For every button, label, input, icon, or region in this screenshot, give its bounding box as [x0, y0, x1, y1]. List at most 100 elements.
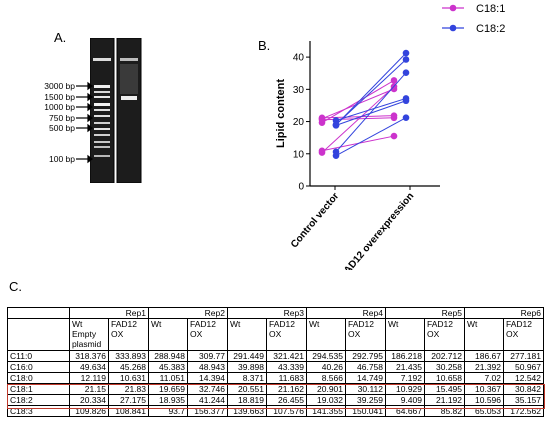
table-cell: 277.181 [503, 350, 544, 362]
table-cell: 109.826 [69, 405, 109, 417]
control-point [318, 115, 326, 122]
legend-label: C18:2 [476, 23, 505, 35]
table-cell: 10.367 [464, 383, 504, 395]
table-cell: 186.67 [464, 350, 504, 362]
table-cell: 14.394 [187, 372, 228, 384]
fad12-point [402, 56, 410, 63]
table-cell: 21.435 [385, 361, 425, 373]
corner-cell [7, 307, 70, 319]
table-cell: 186.218 [385, 350, 425, 362]
fad12-point [402, 49, 410, 57]
replicate-header-row: Rep1 Rep2 Rep3 Rep4 Rep5 Rep6 [7, 307, 544, 319]
table-cell: 321.421 [266, 350, 307, 362]
table-cell: 21.192 [424, 394, 465, 406]
condition-header: Wt [385, 318, 425, 351]
ladder-arrows [76, 81, 93, 164]
table-cell: 9.409 [385, 394, 425, 406]
table-cell: 21.392 [464, 361, 504, 373]
table-cell: 85.82 [424, 405, 465, 417]
replicate-header: Rep2 [148, 307, 228, 319]
table-cell: 172.562 [503, 405, 544, 417]
table-cell: 150.041 [345, 405, 386, 417]
table-cell: 291.449 [227, 350, 267, 362]
chart-axes: 0 10 20 30 40 Lipid content Control vectorFAD1… [275, 41, 440, 270]
panel-a-label: A. [54, 30, 67, 45]
pair-line [335, 52, 407, 126]
table-cell: 7.02 [464, 372, 504, 384]
condition-header: FAD12 OX [503, 318, 544, 351]
condition-header: Wt [227, 318, 267, 351]
legend-label: C18:1 [476, 3, 505, 15]
table-cell: 108.841 [108, 405, 149, 417]
fad12-point [402, 97, 410, 105]
y-tick-label: 30 [293, 85, 305, 96]
condition-header: Wt [306, 318, 346, 351]
table-cell: 8.371 [227, 372, 267, 384]
row-label: C18:2 [7, 394, 70, 406]
table-cell: 41.244 [187, 394, 228, 406]
table-cell: 93.7 [148, 405, 188, 417]
ladder-label-100: 100 bp [49, 154, 75, 164]
legend-marker [449, 24, 457, 32]
condition-header: FAD12 OX [424, 318, 465, 351]
table-cell: 20.551 [227, 383, 267, 395]
row-label: C11:0 [7, 350, 70, 362]
legend-marker [449, 4, 457, 12]
table-cell: 7.192 [385, 372, 425, 384]
fad12-point [402, 69, 410, 77]
row-label: C18:1 [7, 383, 70, 395]
replicate-header: Rep1 [69, 307, 149, 319]
table-cell: 8.566 [306, 372, 346, 384]
table-cell: 30.112 [345, 383, 386, 395]
panel-b-label: B. [258, 38, 271, 53]
table-cell: 107.576 [266, 405, 307, 417]
panel-c-label: C. [9, 279, 22, 294]
table-cell: 11.051 [148, 372, 188, 384]
condition-header: FAD12 OX [187, 318, 228, 351]
condition-header: FAD12 OX [266, 318, 307, 351]
fad12-point [390, 114, 398, 122]
pair-line [335, 100, 407, 126]
pair-line [321, 86, 395, 153]
table-cell: 19.032 [306, 394, 346, 406]
table-cell: 11.683 [266, 372, 307, 384]
y-tick-label: 10 [293, 149, 305, 160]
condition-header: Wt [148, 318, 188, 351]
pair-line [321, 80, 395, 124]
table-cell: 20.334 [69, 394, 109, 406]
table-cell: 43.339 [266, 361, 307, 373]
y-tick-label: 20 [293, 117, 305, 128]
row-label: C16:0 [7, 361, 70, 373]
table-cell: 333.893 [108, 350, 149, 362]
table-cell: 10.658 [424, 372, 465, 384]
table-cell: 12.542 [503, 372, 544, 384]
replicate-header: Rep3 [227, 307, 307, 319]
table-cell: 202.712 [424, 350, 465, 362]
table-cell: 288.948 [148, 350, 188, 362]
table-cell: 141.355 [306, 405, 346, 417]
table-row: C18:1 21.15 21.83 19.659 32.746 20.551 21.162 2… [7, 383, 544, 395]
condition-header: FAD12 OX [108, 318, 149, 351]
table-cell: 20.901 [306, 383, 346, 395]
table-cell: 45.383 [148, 361, 188, 373]
table-cell: 30.258 [424, 361, 465, 373]
table-cell: 19.659 [148, 383, 188, 395]
table-cell: 18.819 [227, 394, 267, 406]
pair-line [335, 117, 407, 157]
table-cell: 21.162 [266, 383, 307, 395]
condition-header: FAD12 OX [345, 318, 386, 351]
table-cell: 156.377 [187, 405, 228, 417]
table-cell: 21.15 [69, 383, 109, 395]
table-row: C18:0 12.119 10.631 11.051 14.394 8.371 11.683… [7, 372, 544, 384]
condition-header-row: Wt Empty plasmid FAD12 OX Wt FAD12 OX Wt FAD1… [7, 318, 544, 351]
replicate-header: Rep6 [464, 307, 544, 319]
row-label: C18:0 [7, 372, 70, 384]
ladder-label-3000: 3000 bp [44, 81, 75, 91]
table-cell: 27.175 [108, 394, 149, 406]
ladder-label-1500: 1500 bp [44, 92, 75, 102]
ladder-label-500: 500 bp [49, 123, 75, 133]
table-cell: 49.634 [69, 361, 109, 373]
table-row: C18:2 20.334 27.175 18.935 41.244 18.819 26.45… [7, 394, 544, 406]
table-body: C11:0 318.376 333.893 288.948 309.77 291.449 3… [7, 350, 544, 417]
table-cell: 10.631 [108, 372, 149, 384]
